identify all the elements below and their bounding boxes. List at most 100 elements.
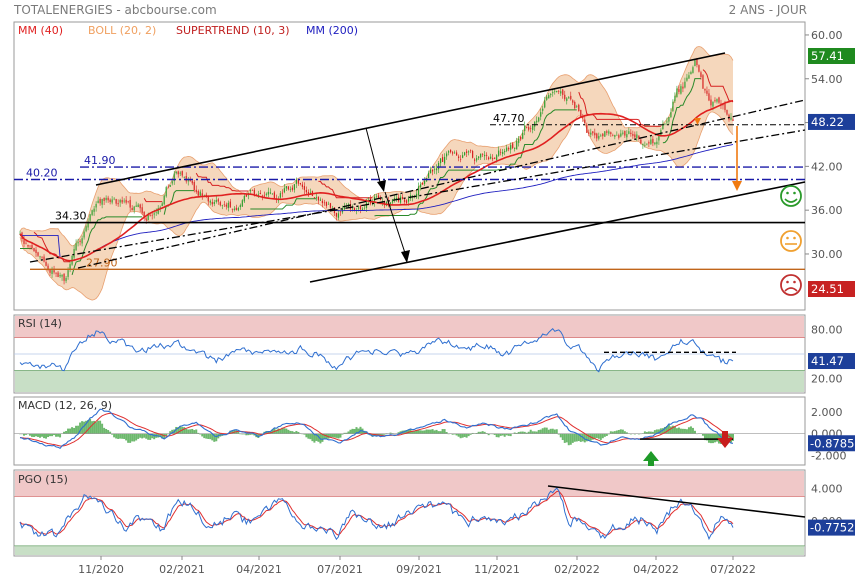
neutral-face-icon	[780, 230, 802, 252]
macd-histogram-bar	[429, 429, 432, 434]
macd-histogram-bar	[419, 430, 422, 434]
macd-histogram-bar	[203, 433, 206, 439]
candle-body	[139, 204, 141, 209]
macd-histogram-bar	[47, 433, 50, 438]
candle-body	[325, 201, 328, 206]
candle-body	[612, 135, 614, 136]
macd-histogram-bar	[133, 433, 136, 442]
candle-body	[504, 151, 506, 153]
macd-histogram-bar	[345, 432, 348, 434]
macd-histogram-bar	[185, 428, 188, 434]
candle-body	[502, 151, 504, 154]
candle-body	[357, 207, 360, 209]
macd-histogram-bar	[727, 433, 730, 443]
candle-body	[586, 124, 588, 133]
candle-body	[548, 95, 550, 99]
candle-body	[403, 199, 406, 202]
macd-histogram-bar	[249, 433, 252, 435]
macd-histogram-bar	[169, 431, 172, 434]
macd-histogram-bar	[205, 433, 208, 439]
candle-body	[530, 128, 532, 129]
candle-body	[55, 272, 57, 274]
happy-face-icon	[780, 185, 802, 207]
macd-histogram-bar	[323, 433, 326, 440]
candle-body	[590, 132, 592, 135]
candle-body	[596, 133, 598, 139]
macd-histogram-bar	[579, 433, 582, 442]
candle-body	[452, 152, 454, 154]
chart-title: TOTALENERGIES - abcbourse.com	[14, 3, 217, 17]
bollinger-lower-line	[19, 111, 734, 301]
candle-body	[668, 117, 670, 122]
candle-body	[67, 270, 69, 277]
pgo-line	[19, 487, 734, 541]
candle-body	[437, 162, 440, 170]
candle-body	[542, 108, 544, 111]
macd-histogram-bar	[77, 425, 80, 434]
macd-histogram-bar	[121, 433, 124, 439]
supertrend-up-line	[20, 78, 701, 276]
candle-body	[654, 142, 656, 145]
macd-histogram-bar	[615, 430, 618, 434]
macd-histogram-bar	[547, 429, 550, 434]
candle-body	[313, 197, 316, 198]
macd-histogram-bar	[577, 433, 580, 442]
candle-body	[37, 252, 39, 256]
candle-body	[169, 184, 171, 187]
ma200-line	[20, 143, 734, 262]
candle-body	[522, 132, 524, 139]
macd-histogram-bar	[479, 431, 482, 434]
candle-body	[305, 190, 308, 193]
macd-histogram-bar	[89, 418, 92, 434]
macd-histogram-bar	[585, 433, 588, 442]
macd-histogram-bar	[521, 431, 524, 434]
candle-body	[666, 121, 668, 123]
candle-body	[510, 145, 512, 150]
macd-histogram-bar	[383, 433, 386, 435]
candle-body	[620, 133, 622, 137]
macd-histogram-bar	[683, 428, 686, 434]
candle-body	[664, 123, 666, 125]
face-eye	[793, 280, 796, 284]
annotation-arrowhead-1	[377, 180, 386, 192]
macd-histogram-bar	[177, 427, 180, 434]
candle-body	[113, 198, 115, 200]
candle-body	[323, 202, 326, 204]
macd-histogram-bar	[441, 429, 444, 434]
candle-body	[608, 131, 610, 134]
macd-histogram-bar	[109, 431, 112, 434]
price-badges: 57.41 48.22 24.51	[808, 48, 855, 297]
period-label[interactable]: 2 ANS - JOUR	[728, 3, 807, 17]
candle-body	[562, 89, 564, 95]
macd-histogram-bar	[617, 429, 620, 434]
macd-histogram-bar	[425, 429, 428, 434]
candle-body	[684, 81, 686, 88]
macd-histogram-bar	[415, 430, 418, 434]
projection-arrowhead	[732, 181, 742, 191]
candle-body	[700, 72, 702, 77]
macd-histogram-bar	[55, 433, 58, 437]
candle-body	[435, 168, 438, 171]
candle-body	[265, 193, 267, 195]
macd-histogram-bar	[25, 433, 28, 435]
candle-body	[638, 135, 640, 139]
candle-body	[61, 275, 63, 277]
candle-body	[227, 202, 229, 208]
candle-body	[419, 184, 422, 188]
macd-histogram-bar	[471, 432, 474, 434]
candle-body	[95, 204, 97, 208]
macd-histogram-bar	[333, 433, 336, 438]
candle-body	[137, 204, 139, 208]
macd-histogram-bar	[701, 433, 704, 436]
annotation-arrow-1	[365, 127, 382, 187]
candle-body	[600, 135, 602, 137]
candle-body	[359, 205, 362, 210]
y-tick-label: 30.00	[811, 248, 843, 261]
channel-median-line	[29, 129, 806, 263]
macd-histogram-bar	[573, 433, 576, 442]
candle-body	[337, 213, 340, 218]
macd-histogram-bar	[37, 433, 40, 437]
candle-body	[123, 200, 125, 202]
candle-body	[552, 92, 554, 94]
candle-body	[363, 207, 366, 209]
